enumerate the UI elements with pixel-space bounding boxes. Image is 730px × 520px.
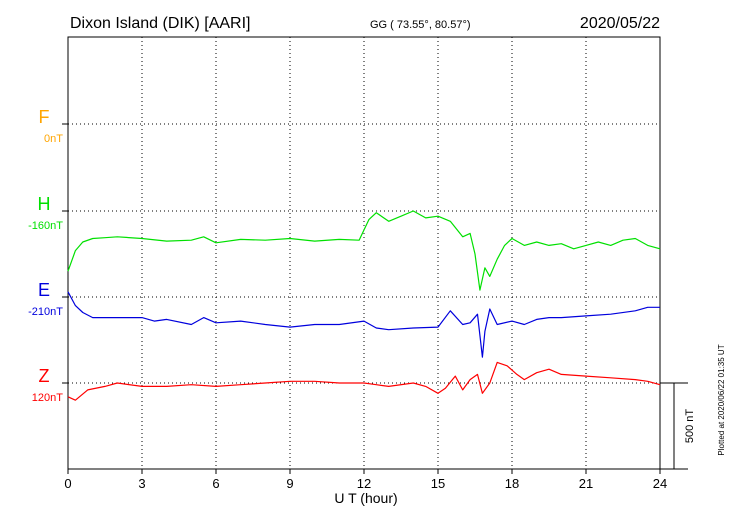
x-tick-label: 6 [212, 476, 219, 491]
series-line-e [67, 291, 660, 358]
chart-title: Dixon Island (DIK) [AARI] [70, 15, 251, 32]
series-labels: F 0nT H -160nT E -210nT Z 120nT [28, 107, 63, 404]
x-tick-label: 9 [286, 476, 293, 491]
x-tick-label: 24 [653, 476, 667, 491]
x-tick-label: 18 [505, 476, 519, 491]
scale-bar: 500 nT [660, 382, 696, 470]
series-name-z: Z [39, 366, 50, 386]
series-baseline-h: -160nT [28, 220, 63, 232]
x-tick-label: 21 [579, 476, 593, 491]
x-axis-ticks: 0 3 6 9 12 15 18 21 24 [64, 469, 667, 491]
chart-date: 2020/05/22 [580, 15, 660, 32]
x-tick-label: 3 [138, 476, 145, 491]
x-axis-label: U T (hour) [334, 490, 397, 506]
plotted-at-note: Plotted at 2020/06/22 01:35 UT [717, 344, 726, 455]
series-name-f: F [39, 107, 50, 127]
x-tick-label: 12 [357, 476, 371, 491]
scale-bar-label: 500 nT [684, 409, 696, 444]
series-name-h: H [38, 194, 51, 214]
series-line-z [67, 361, 661, 401]
series-name-e: E [38, 280, 50, 300]
chart-subtitle: GG ( 73.55°, 80.57°) [370, 19, 471, 31]
x-tick-label: 0 [64, 476, 71, 491]
x-tick-label: 15 [431, 476, 445, 491]
series-traces [67, 210, 661, 401]
series-line-h [67, 210, 661, 291]
series-baseline-f: 0nT [44, 133, 63, 145]
series-baseline-e: -210nT [28, 306, 63, 318]
series-baseline-z: 120nT [32, 392, 63, 404]
